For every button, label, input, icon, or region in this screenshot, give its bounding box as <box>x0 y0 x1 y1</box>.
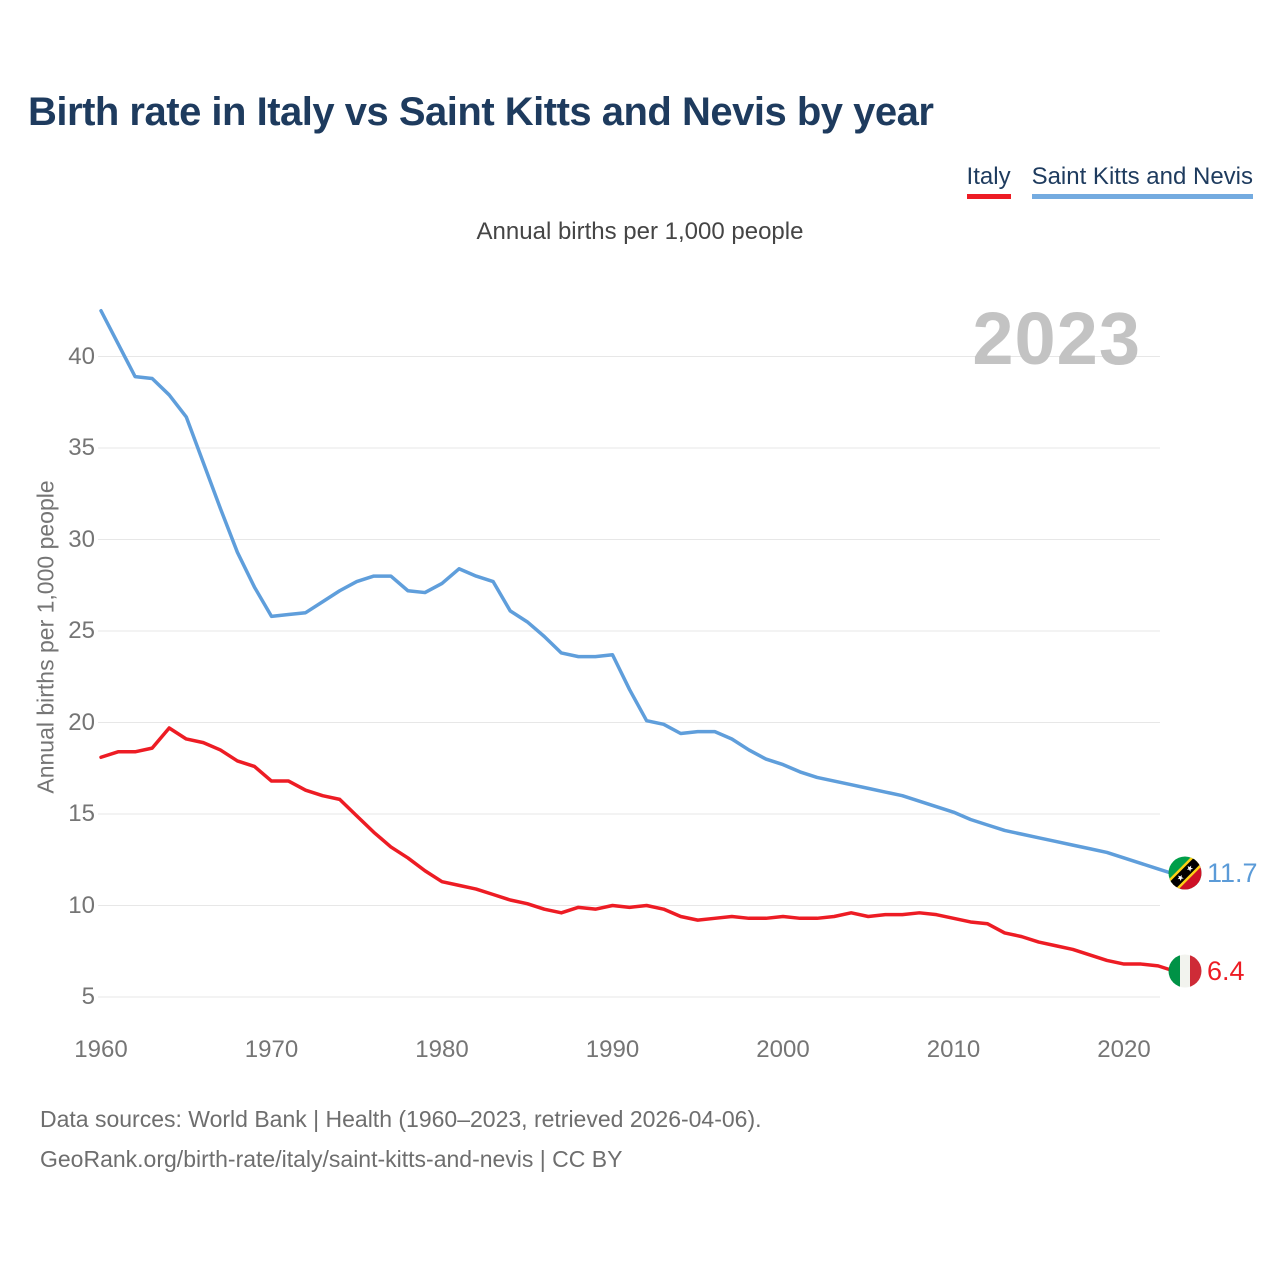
x-tick-label: 1980 <box>415 1036 469 1063</box>
italy-flag-icon <box>1168 954 1202 988</box>
legend: Italy Saint Kitts and Nevis <box>966 163 1253 199</box>
x-tick-label: 2020 <box>1097 1036 1151 1063</box>
x-tick-label: 1990 <box>585 1036 640 1063</box>
y-tick-label: 40 <box>68 342 95 370</box>
y-tick-label: 15 <box>68 800 95 827</box>
saint-kitts-and-nevis-flag-icon <box>1168 856 1202 890</box>
chart-subtitle: Annual births per 1,000 people <box>476 218 804 245</box>
footer-attribution-line: GeoRank.org/birth-rate/italy/saint-kitts… <box>40 1146 623 1172</box>
legend-item-italy[interactable]: Italy <box>966 163 1011 199</box>
y-tick-label: 30 <box>68 525 95 553</box>
y-tick-label: 5 <box>81 983 95 1010</box>
legend-item-saint-kitts-and-nevis[interactable]: Saint Kitts and Nevis <box>1031 163 1253 199</box>
x-tick-label: 2010 <box>926 1036 981 1063</box>
y-tick-label: 25 <box>68 617 95 644</box>
italy-line <box>99 726 1177 974</box>
y-tick-label: 10 <box>68 891 95 919</box>
y-tick-label: 35 <box>68 434 95 461</box>
italy-end-value: 6.4 <box>1207 956 1245 986</box>
watermark-year: 2023 <box>972 297 1141 380</box>
y-tick-label: 20 <box>68 708 95 736</box>
page-title: Birth rate in Italy vs Saint Kitts and N… <box>28 90 934 134</box>
x-tick-label: 1970 <box>244 1036 299 1063</box>
footer-source-line: Data sources: World Bank | Health (1960–… <box>40 1106 762 1132</box>
x-tick-label: 1960 <box>74 1036 128 1063</box>
saint-kitts-end-value: 11.7 <box>1207 858 1258 888</box>
x-tick-label: 2000 <box>756 1036 810 1063</box>
saint-kitts-and-nevis-line <box>99 309 1177 877</box>
